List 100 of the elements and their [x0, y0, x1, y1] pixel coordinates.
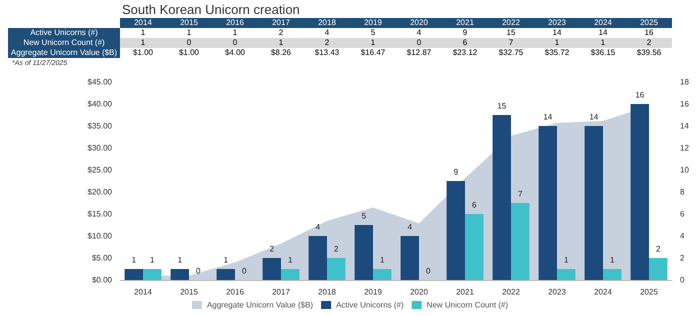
x-tick-label: 2017: [272, 288, 290, 296]
data-label: 1: [140, 28, 146, 38]
data-label: 5: [370, 28, 376, 38]
data-label: 1: [120, 38, 166, 48]
text: 1: [224, 256, 228, 264]
y-tick-label: $0.00: [92, 276, 113, 284]
legend-label: Active Unicorns (#): [336, 300, 404, 310]
x-tick-label: 2016: [226, 288, 244, 296]
y2-tick-label: 2: [680, 254, 685, 262]
category-label: 2020: [410, 18, 428, 27]
x-tick-label: 2024: [594, 288, 612, 296]
text: 0: [242, 266, 246, 276]
bar: [373, 269, 392, 280]
y2-tick-label: 16: [680, 100, 690, 108]
data-label: $12.87: [406, 48, 432, 58]
bar: [465, 214, 484, 280]
data-label: 14: [552, 28, 562, 38]
bar: [262, 258, 281, 280]
x-tick-label: 2020: [410, 288, 428, 296]
y-tick-label: $30.00: [88, 144, 113, 152]
data-label: 1: [232, 28, 238, 38]
bar: [584, 126, 603, 280]
bar: [124, 269, 143, 280]
data-label: 4: [324, 28, 330, 38]
x-tick-label: 2022: [502, 288, 520, 296]
data-label: $1.00: [178, 48, 200, 58]
y-tick-label: $25.00: [88, 166, 113, 174]
category-label: 2015: [180, 18, 198, 27]
data-label: 1: [350, 38, 396, 48]
data-label: $16.47: [360, 48, 386, 58]
bar: [492, 115, 511, 280]
data-label: $4.00: [224, 48, 246, 58]
bar: [446, 181, 465, 280]
data-label: 9: [462, 28, 468, 38]
bar: [538, 126, 557, 280]
text: 16: [635, 90, 644, 100]
data-label: $13.43: [314, 48, 340, 58]
y2-tick-label: 0: [680, 276, 685, 284]
data-label: $1.00: [132, 48, 154, 58]
bar: [511, 203, 530, 280]
data-label: 1: [534, 38, 580, 48]
data-label: 1: [580, 38, 626, 48]
data-label: 15: [506, 28, 516, 38]
bar: [400, 236, 419, 280]
y2-tick-label: 18: [680, 78, 690, 86]
data-label: $32.75: [498, 48, 524, 58]
text: 1: [178, 256, 182, 264]
text: Aggregate Unicorn Value ($B): [10, 48, 118, 57]
bar: [557, 269, 576, 280]
text: 1: [150, 256, 154, 264]
text: New Unicorn Count (#): [23, 38, 105, 47]
data-label: 1: [258, 38, 304, 48]
data-label: $35.72: [544, 48, 570, 58]
bar: [603, 269, 622, 280]
x-tick-label: 2021: [456, 288, 474, 296]
data-label: 1: [186, 28, 192, 38]
x-tick-label: 2015: [180, 288, 198, 296]
data-label: 7: [488, 38, 534, 48]
category-label: 2017: [272, 18, 290, 27]
text: 0: [426, 266, 430, 276]
data-label: 2: [278, 28, 284, 38]
text: 1: [380, 256, 384, 264]
x-tick-label: 2025: [640, 288, 658, 296]
text: 1: [132, 256, 136, 264]
y-tick-label: $40.00: [88, 100, 113, 108]
bar: [649, 258, 668, 280]
text: 4: [316, 222, 320, 232]
data-label: $36.15: [590, 48, 616, 58]
bar: [327, 258, 346, 280]
y2-tick-label: 14: [680, 122, 690, 130]
category-label: 2021: [456, 18, 474, 27]
y2-tick-label: 4: [680, 232, 685, 240]
x-tick-label: 2023: [548, 288, 566, 296]
text: 1: [288, 256, 292, 264]
category-label: 2016: [226, 18, 244, 27]
data-label: 6: [442, 38, 488, 48]
category-label: 2022: [502, 18, 520, 27]
bar: [216, 269, 235, 280]
category-label: 2025: [640, 18, 658, 27]
text: 1: [564, 256, 568, 264]
y2-tick-label: 8: [680, 188, 685, 196]
y-tick-label: $15.00: [88, 210, 113, 218]
x-tick-label: 2014: [134, 288, 152, 296]
text: 1: [610, 256, 614, 264]
bar: [143, 269, 162, 280]
category-label: 2023: [548, 18, 566, 27]
y-tick-label: $45.00: [88, 78, 113, 86]
data-label: 4: [416, 28, 422, 38]
category-label: 2024: [594, 18, 612, 27]
y-tick-label: $10.00: [88, 232, 113, 240]
data-label: $23.12: [452, 48, 478, 58]
bar: [308, 236, 327, 280]
data-label: 2: [304, 38, 350, 48]
text: 14: [589, 112, 598, 122]
bar: [281, 269, 300, 280]
data-label: 16: [644, 28, 654, 38]
bar: [630, 104, 649, 280]
y-tick-label: $20.00: [88, 188, 113, 196]
text: Active Unicorns (#): [30, 28, 98, 37]
bar: [170, 269, 189, 280]
